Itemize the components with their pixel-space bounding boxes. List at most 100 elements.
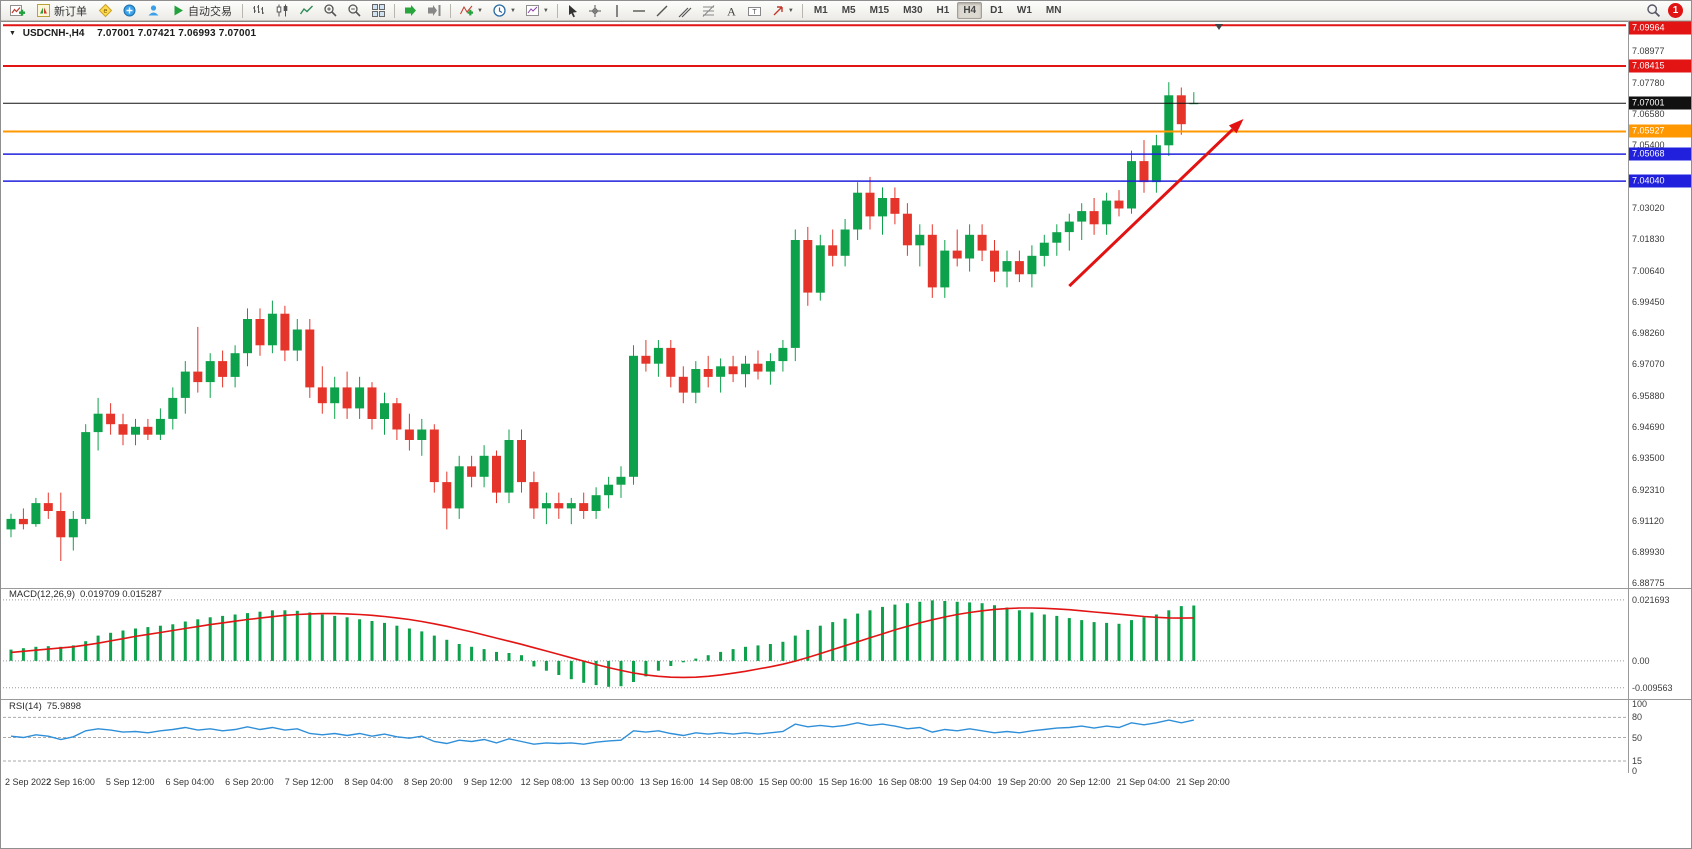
axis-label: 0.021693	[1632, 594, 1670, 605]
axis-label: 7.06580	[1632, 109, 1665, 120]
autotrading-label: 自动交易	[188, 5, 232, 18]
axis-label: 50	[1632, 732, 1643, 743]
auto-scroll-button[interactable]	[399, 2, 422, 20]
cursor-icon	[568, 4, 577, 17]
caret-down-icon: ▼	[787, 7, 794, 14]
time-axis-label: 21 Sep 20:00	[1176, 777, 1230, 787]
arrow-tool-icon	[773, 5, 783, 15]
axis-label: 6.97070	[1632, 359, 1665, 370]
axis-label: 6.99450	[1632, 296, 1665, 307]
timeframe-button-d1[interactable]: D1	[990, 5, 1003, 16]
ohlc-values: 7.07001 7.07421 7.06993 7.07001	[97, 28, 257, 39]
time-axis-label: 14 Sep 08:00	[699, 777, 753, 787]
line-chart-button[interactable]	[295, 2, 318, 20]
rsi-value: 75.9898	[46, 701, 82, 712]
new-chart-button[interactable]	[5, 2, 29, 20]
zoom-in-button[interactable]	[319, 2, 342, 20]
zoom-in-icon	[324, 4, 337, 17]
cursor-button[interactable]	[562, 2, 583, 20]
axis-label: 6.91120	[1632, 516, 1664, 527]
axis-label: 7.01830	[1632, 234, 1665, 245]
timeframe-button-w1[interactable]: W1	[1016, 5, 1032, 16]
chart-title: ▼ USDCNH-,H4 7.07001 7.07421 7.06993 7.0…	[9, 28, 256, 39]
channel-button[interactable]	[674, 2, 696, 20]
new-order-button[interactable]: 新订单	[30, 2, 93, 20]
label-button[interactable]: T	[743, 2, 766, 20]
chart-shift-marker[interactable]	[1215, 24, 1223, 30]
rsi-panel	[3, 716, 1626, 762]
vertical-line-button[interactable]	[607, 2, 627, 20]
timeframe-button-m15[interactable]: M15	[869, 5, 890, 16]
candlesticks	[6, 82, 1199, 561]
horizontal-level-lines[interactable]	[3, 24, 1626, 182]
price-axis[interactable]: 7.08977 7.07780 7.06580 7.05400 7.03020 7.018…	[1628, 21, 1691, 792]
axis-label: 0	[1632, 766, 1638, 776]
time-axis-label: 6 Sep 04:00	[165, 777, 215, 787]
community-button[interactable]	[142, 2, 165, 20]
timeframe-button-mn[interactable]: MN	[1045, 5, 1062, 16]
price-level-badge: 7.07001	[1629, 96, 1691, 110]
search-button[interactable]	[1642, 2, 1665, 20]
timeframe-button-m5[interactable]: M5	[841, 5, 856, 16]
toolbar-separator	[242, 3, 243, 18]
market-button[interactable]	[118, 2, 141, 20]
text-icon: A	[727, 4, 736, 18]
time-axis-label: 6 Sep 20:00	[225, 777, 274, 787]
axis-label: 7.07780	[1632, 77, 1665, 88]
timeframe-button-h4[interactable]: H4	[957, 2, 983, 19]
axis-label: 7.08977	[1632, 46, 1665, 57]
horizontal-line-button[interactable]	[628, 2, 650, 20]
time-axis-label: 21 Sep 04:00	[1116, 777, 1171, 787]
rsi-label: RSI(14) 75.9898	[9, 701, 81, 712]
timeframe-button-h1[interactable]: H1	[936, 5, 950, 16]
time-axis-label: 7 Sep 12:00	[284, 777, 334, 787]
trend-arrow-annotation[interactable]	[1068, 119, 1244, 288]
timeframe-button-m30[interactable]: M30	[903, 5, 923, 16]
chart-shift-button[interactable]	[423, 2, 446, 20]
trendline-button[interactable]	[651, 2, 673, 20]
price-level-badge: 7.04040	[1629, 174, 1691, 188]
fibonacci-button[interactable]	[697, 2, 720, 20]
macd-values: 0.019709 0.015287	[80, 589, 162, 600]
new-order-label: 新订单	[54, 5, 87, 18]
toolbar-separator	[801, 3, 803, 18]
metaeditor-button[interactable]: e	[94, 2, 117, 20]
time-axis-label: 12 Sep 08:00	[520, 777, 575, 787]
crosshair-icon	[588, 4, 601, 17]
autotrading-button[interactable]: 自动交易	[166, 2, 238, 20]
time-axis-label: 2 Sep 2022	[5, 777, 52, 787]
tile-windows-button[interactable]	[367, 2, 390, 20]
chart-area[interactable]: ▼ USDCNH-,H4 7.07001 7.07421 7.06993 7.0…	[1, 21, 1691, 848]
macd-name: MACD(12,26,9)	[9, 589, 75, 600]
time-axis-label: 19 Sep 20:00	[997, 777, 1051, 787]
time-axis[interactable]: 2 Sep 2022 2 Sep 16:00 5 Sep 12:00 6 Sep 04…	[1, 773, 1691, 793]
price-level-badge: 7.09964	[1629, 21, 1691, 35]
templates-icon	[525, 5, 539, 16]
macd-label: MACD(12,26,9) 0.019709 0.015287	[9, 589, 162, 600]
symbol-collapse-icon[interactable]: ▼	[9, 30, 16, 37]
caret-down-icon: ▼	[477, 7, 483, 14]
time-axis-label: 16 Sep 08:00	[878, 777, 932, 787]
templates-button[interactable]: ▼	[521, 2, 553, 20]
text-button[interactable]: A	[721, 2, 742, 20]
main-toolbar: 新订单 e 自动交易 ▼ ▼ ▼ A T ▼ M1 M5 M15 M30 H1 H4 D1 W…	[1, 1, 1691, 21]
time-axis-label: 13 Sep 16:00	[639, 777, 694, 787]
bar-chart-icon	[253, 5, 264, 14]
notification-badge[interactable]: 1	[1668, 3, 1683, 18]
timeframe-button-m1[interactable]: M1	[813, 5, 828, 16]
time-axis-label: 9 Sep 12:00	[463, 777, 513, 787]
bar-chart-button[interactable]	[247, 2, 270, 20]
axis-label: 0.00	[1632, 655, 1650, 666]
axis-label: 6.88775	[1632, 577, 1665, 588]
zoom-out-button[interactable]	[343, 2, 366, 20]
indicators-button[interactable]: ▼	[455, 2, 487, 20]
toolbar-separator	[394, 3, 395, 18]
crosshair-button[interactable]	[584, 2, 606, 20]
candlestick-chart-button[interactable]	[271, 2, 294, 20]
arrows-button[interactable]: ▼	[767, 2, 798, 20]
market-icon	[123, 4, 136, 17]
rsi-name: RSI(14)	[9, 701, 42, 712]
chart-canvas[interactable]	[1, 21, 1692, 849]
periods-button[interactable]: ▼	[488, 2, 520, 20]
